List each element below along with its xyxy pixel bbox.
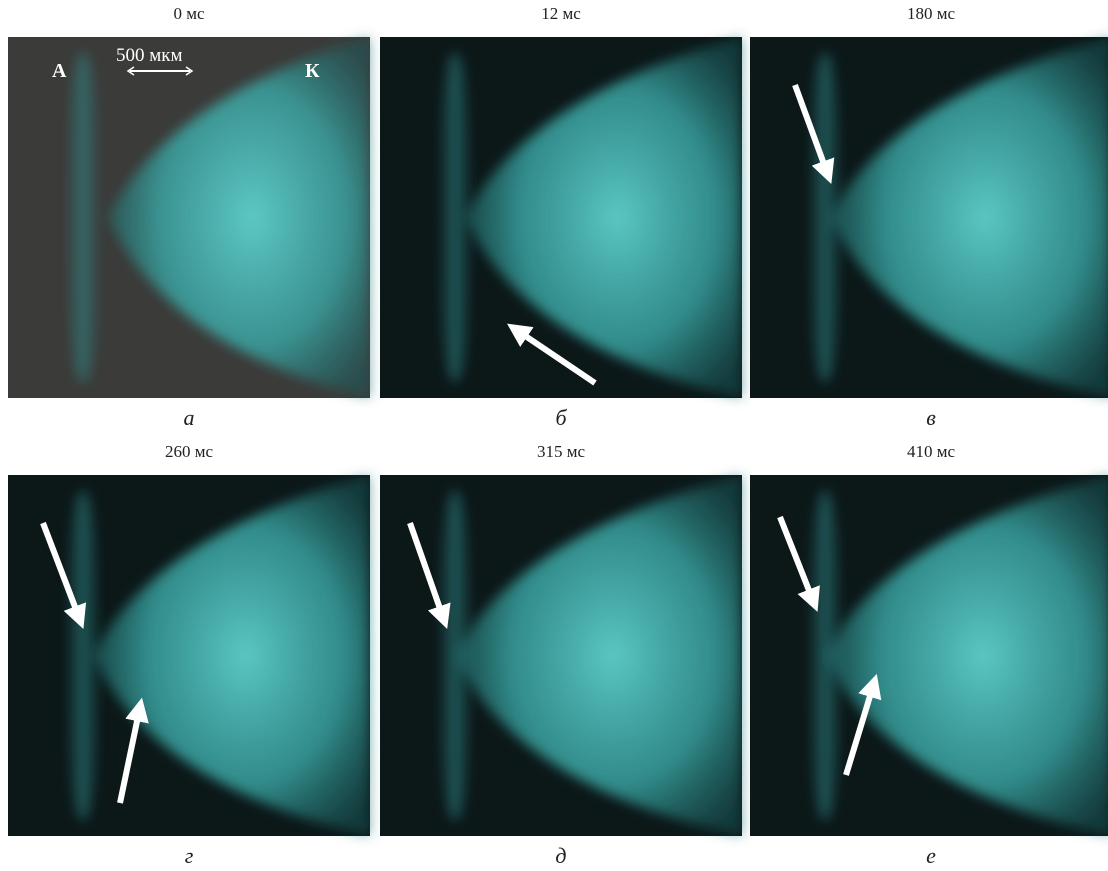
panel-time: 315 мс (537, 442, 586, 461)
panel-time: 180 мс (907, 4, 956, 23)
scale-label: 500 мкм (116, 45, 183, 66)
panel-caption: е (926, 843, 936, 868)
cathode-label: К (305, 60, 320, 82)
panel-caption: г (185, 843, 194, 868)
panel-caption: б (555, 405, 567, 430)
panel: 315 мс д (380, 442, 742, 868)
panel-caption: д (555, 843, 566, 868)
panel-time: 0 мс (173, 4, 205, 23)
panel: 12 мс б (380, 4, 742, 430)
electrode-glow (65, 53, 101, 383)
panel-caption: в (926, 405, 936, 430)
panel: 0 мс а А К 500 мкм (8, 4, 370, 430)
figure: 0 мс а А К 500 мкм 12 мс б 180 мс в 260 мс г 315 мс… (0, 0, 1108, 871)
panel-time: 410 мс (907, 442, 956, 461)
anode-label: А (52, 60, 67, 82)
panel-caption: а (184, 405, 195, 430)
panel-time: 12 мс (541, 4, 581, 23)
panel: 180 мс в (750, 4, 1108, 430)
panel-time: 260 мс (165, 442, 214, 461)
panel: 260 мс г (8, 442, 370, 868)
panel: 410 мс е (750, 442, 1108, 868)
